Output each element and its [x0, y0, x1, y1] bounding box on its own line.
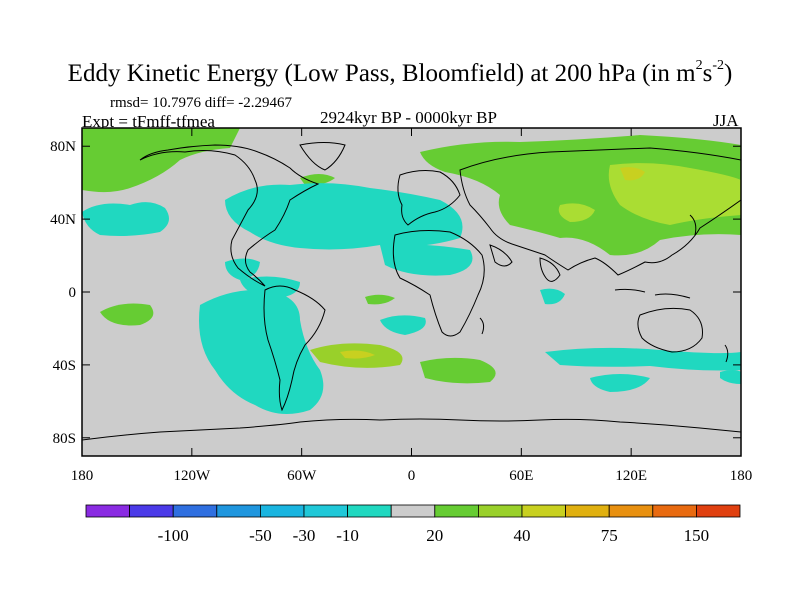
contour-region-southatlantic-core	[340, 350, 375, 359]
coast-europe	[397, 170, 461, 226]
y-tick-label: 80N	[50, 139, 76, 155]
x-tick-label: 0	[408, 468, 416, 484]
coast-asia	[459, 147, 741, 276]
coastlines	[82, 142, 741, 441]
contour-region-indian-cyan	[540, 288, 565, 305]
coast-africa	[392, 230, 485, 337]
colorbar-swatch	[172, 504, 218, 518]
colorbar-label: 40	[514, 526, 531, 545]
plot-title: Eddy Kinetic Energy (Low Pass, Bloomfiel…	[67, 57, 733, 87]
colorbar-swatch	[85, 504, 130, 518]
axis-ticks: 180 120W 60W 0 60E 120E 180 80N 40N 0 40S 80S	[50, 128, 752, 484]
coast-greenland	[299, 142, 346, 171]
contour-region-africa-green	[365, 294, 395, 305]
colorbar-swatch	[216, 504, 261, 518]
colorbar-label: -30	[293, 526, 316, 545]
season-label: JJA	[713, 111, 739, 130]
colorbar-swatch	[521, 504, 566, 518]
colorbar-swatch	[434, 504, 479, 518]
contour-region-northamerica-cyan	[82, 202, 169, 236]
x-tick-label: 120W	[173, 468, 211, 484]
contour-region-arctic-green	[82, 128, 240, 193]
experiment-label: Expt = tFmff-tfmea	[82, 112, 215, 131]
contour-region-atlantic-green	[300, 174, 335, 186]
stats-text: rmsd= 10.7976 diff= -2.29467	[110, 95, 293, 111]
coast-australia	[637, 307, 703, 353]
coast-japan	[689, 214, 697, 236]
x-tick-label: 180	[730, 468, 753, 484]
colorbar-swatch	[652, 504, 697, 518]
contour-region-atlantic-tail	[380, 244, 473, 276]
coast-new-zealand	[724, 344, 729, 363]
contour-region-eurasia-yellowgreen	[608, 163, 741, 225]
contour-region-eastpacific-cyan	[240, 276, 300, 298]
coast-indonesia	[614, 288, 691, 299]
coast-madagascar	[479, 317, 485, 335]
contour-region-central-asia	[558, 203, 595, 222]
colorbar-label: -50	[249, 526, 272, 545]
contour-region-south-indian-cyan	[590, 374, 650, 392]
colorbar-swatch	[303, 504, 348, 518]
y-tick-label: 40N	[50, 212, 76, 228]
x-tick-label: 60E	[509, 468, 533, 484]
coast-north-america	[139, 144, 320, 287]
colorbar-swatch	[608, 504, 654, 518]
colorbar-label: 150	[684, 526, 710, 545]
colorbar-swatch	[565, 504, 610, 518]
colorbar-swatch	[259, 504, 305, 518]
colorbar-label: 75	[601, 526, 618, 545]
coast-antarctica	[82, 418, 741, 441]
colorbar-label: 20	[426, 526, 443, 545]
contour-region-gulf-cyan	[225, 258, 260, 280]
colorbar-label: -10	[336, 526, 359, 545]
colorbar-swatch	[696, 504, 741, 518]
contour-region-siberia	[620, 167, 645, 181]
y-tick-label: 0	[69, 285, 77, 301]
colorbar-swatch	[129, 504, 174, 518]
colorbar-label: -100	[158, 526, 189, 545]
x-tick-label: 60W	[287, 468, 317, 484]
y-tick-label: 40S	[53, 358, 76, 374]
contour-region-indian-green	[420, 357, 496, 384]
y-tick-label: 80S	[53, 431, 76, 447]
period-label: 2924kyr BP - 0000kyr BP	[320, 108, 497, 127]
contour-region-australia-south-cyan	[545, 347, 741, 371]
contour-region-pacific-green	[100, 303, 154, 326]
contour-region-southern-ocean-cyan	[380, 315, 426, 335]
x-tick-label: 180	[71, 468, 94, 484]
contour-region-southpacific-cyan	[199, 289, 324, 414]
coast-arabia-india	[489, 244, 561, 282]
coast-south-america	[263, 285, 326, 412]
colorbar: -100 -50 -30 -10 20 40 75 150	[85, 504, 741, 545]
colorbar-swatch	[477, 504, 523, 518]
colorbar-swatch	[390, 504, 436, 518]
colorbar-swatch	[347, 504, 392, 518]
x-tick-label: 120E	[615, 468, 647, 484]
contour-region-far-southeast-cyan	[720, 370, 741, 384]
